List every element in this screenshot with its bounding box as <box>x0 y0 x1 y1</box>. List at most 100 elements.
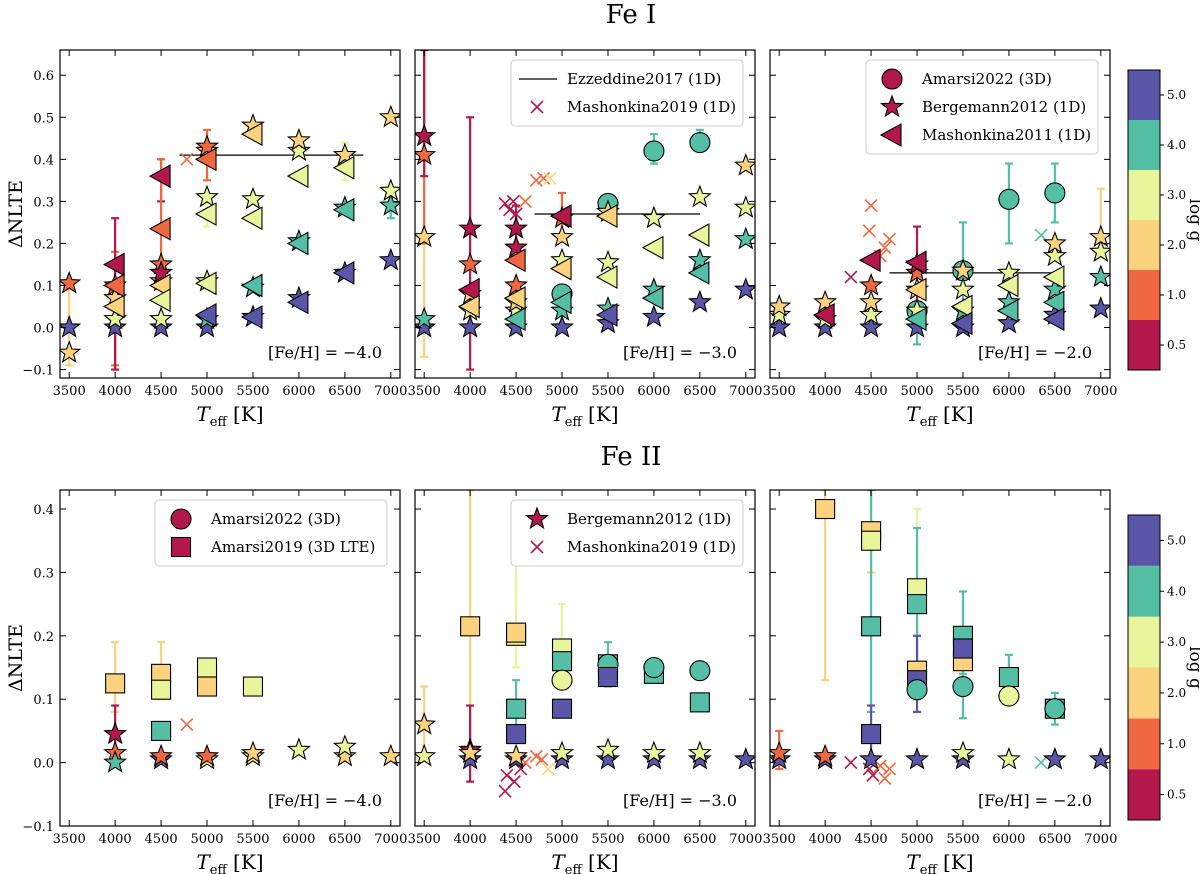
x-tick-label: 3500 <box>53 832 86 847</box>
data-point-x <box>844 270 858 284</box>
x-tick-label: 5000 <box>190 832 223 847</box>
x-tick-label: 5500 <box>236 832 269 847</box>
legend-label: Mashonkina2011 (1D) <box>922 126 1091 144</box>
x-tick-label: 4500 <box>855 384 888 399</box>
data-point-star <box>1088 224 1110 248</box>
data-point-star <box>1088 746 1110 770</box>
data-point-x <box>541 762 555 776</box>
data-point-tri <box>148 164 171 189</box>
data-point-star <box>332 743 357 767</box>
data-point-square <box>551 651 573 672</box>
x-tick-label: 6000 <box>637 384 670 399</box>
data-point-square <box>151 679 172 700</box>
colorbar-tick-label: 5.0 <box>1167 88 1186 102</box>
data-point-tri <box>595 302 618 327</box>
data-point-square <box>861 724 882 745</box>
legend-marker-star <box>879 94 905 118</box>
data-point-tri <box>102 252 125 277</box>
x-tick-label: 3500 <box>763 832 796 847</box>
data-point-star <box>950 740 975 764</box>
data-point-x <box>878 771 892 786</box>
data-point-tri <box>240 305 263 329</box>
plot-area <box>770 490 1110 786</box>
data-point-star <box>149 743 173 767</box>
legend-label: Bergemann2012 (1D) <box>922 98 1086 116</box>
data-point-tri <box>332 155 355 180</box>
data-point-square <box>998 666 1019 688</box>
data-point-star <box>149 306 173 330</box>
data-point-star <box>642 205 666 229</box>
data-point-star <box>733 153 755 176</box>
data-point-tri <box>503 248 526 273</box>
x-tick-label: 4500 <box>145 832 178 847</box>
data-point-star <box>687 740 712 764</box>
data-point-star <box>642 304 666 328</box>
data-point-tri <box>286 164 309 189</box>
x-axis-label: Teff [K] <box>551 850 618 874</box>
x-tick-label: 5500 <box>591 384 624 399</box>
data-point-tri <box>503 307 526 332</box>
panel-1: 3500 4000 4500 5000 5500 6000 6500 7000 −0.1 0.0 0… <box>5 49 407 430</box>
x-tick-label: 4000 <box>809 832 842 847</box>
legend-marker-star <box>524 506 550 530</box>
data-point-star <box>504 743 528 767</box>
x-tick-label: 3500 <box>53 384 86 399</box>
data-point-star <box>103 750 128 773</box>
data-point-tri <box>148 216 171 241</box>
data-point-tri <box>240 206 263 231</box>
y-tick-label: 0.6 <box>33 69 54 84</box>
x-axis-label: Teff [K] <box>906 402 973 430</box>
data-point-tri <box>240 122 263 147</box>
y-tick-label: −0.1 <box>22 364 54 379</box>
data-point-tri <box>457 294 480 319</box>
data-point-star <box>195 184 219 208</box>
panel-2: 3500 4000 4500 5000 5500 6000 6500 7000 Teff [K]… <box>408 49 762 430</box>
data-point-tri <box>595 204 618 229</box>
data-point-circle <box>998 188 1020 210</box>
data-point-square <box>861 530 882 551</box>
data-point-star <box>504 216 528 239</box>
data-point-circle <box>952 675 974 698</box>
panel-5: 3500 4000 4500 5000 5500 6000 6500 7000 Teff [K]… <box>408 489 762 874</box>
y-tick-label: 0.2 <box>33 630 54 645</box>
data-point-star <box>733 195 755 218</box>
x-tick-label: 7000 <box>1084 384 1117 399</box>
data-point-star <box>859 746 883 770</box>
x-tick-label: 4000 <box>454 832 487 847</box>
y-tick-label: 0.3 <box>33 195 54 210</box>
data-point-square <box>506 622 527 643</box>
y-tick-label: 0.3 <box>33 566 54 581</box>
data-point-x <box>866 768 880 782</box>
data-point-square <box>196 676 218 697</box>
data-point-x <box>535 752 549 766</box>
data-point-star <box>997 746 1021 770</box>
figure-title-fe1: Fe I <box>605 0 657 30</box>
data-point-tri <box>904 250 927 275</box>
data-point-tri <box>332 197 355 222</box>
x-tick-label: 6500 <box>683 384 716 399</box>
x-tick-label: 5000 <box>190 384 223 399</box>
data-point-star <box>103 314 128 338</box>
data-point-star <box>287 127 311 151</box>
data-point-tri <box>102 294 125 319</box>
metallicity-label: [Fe/H] = −4.0 <box>268 791 382 810</box>
colorbar-label: log g <box>1185 199 1200 242</box>
x-tick-label: 5500 <box>591 832 624 847</box>
x-tick-label: 5500 <box>946 832 979 847</box>
colorbar-tick-label: 4.0 <box>1167 138 1186 152</box>
data-point-star <box>458 314 483 338</box>
legend-marker-circle <box>881 68 903 90</box>
data-point-star <box>415 224 437 248</box>
data-point-star <box>596 737 620 761</box>
data-point-star <box>997 260 1021 284</box>
metallicity-label: [Fe/H] = −3.0 <box>623 343 737 362</box>
legend-box <box>154 499 388 567</box>
x-tick-label: 3500 <box>408 384 441 399</box>
data-point-star <box>550 740 575 764</box>
data-point-tri <box>503 286 526 311</box>
data-point-star <box>60 270 82 294</box>
data-point-star <box>378 743 400 767</box>
plot-area <box>103 641 400 773</box>
legend-label: Mashonkina2019 (1D) <box>567 98 736 116</box>
